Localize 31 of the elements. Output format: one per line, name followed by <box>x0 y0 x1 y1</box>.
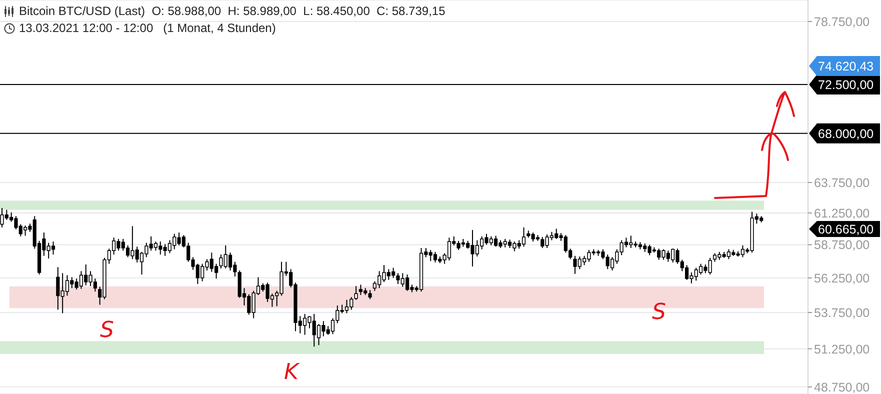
candlestick <box>154 241 158 252</box>
ref-line-label: 72.500,00 <box>818 78 874 92</box>
y-tick-label: 63.750,00 <box>814 176 870 190</box>
candlestick <box>65 274 70 296</box>
annotation: S <box>100 318 114 343</box>
y-tick-label: 61.250,00 <box>814 206 870 220</box>
annotation: K <box>284 360 298 385</box>
text: 60.665,00 <box>818 222 874 236</box>
y-tick-label: 58.750,00 <box>814 238 870 252</box>
candlestick <box>433 251 438 263</box>
candlestick <box>354 286 358 300</box>
chart-title: Bitcoin BTC/USD (Last) O: 58.988,00 H: 58.989,00 L: 58.450,00 C: 58.739,15 <box>19 3 446 20</box>
ref-line-label: 68.000,00 <box>818 126 874 141</box>
y-tick-label: 51.250,00 <box>814 342 870 356</box>
annotation: S <box>652 300 666 325</box>
y-tick-label: 53.750,00 <box>814 306 870 320</box>
candlestick <box>344 299 349 314</box>
candlestick <box>51 241 56 256</box>
candlestick <box>316 323 321 346</box>
candlestick <box>126 244 130 258</box>
candlestick <box>228 252 232 271</box>
candlestick <box>726 248 731 260</box>
y-tick-label: 78.750,00 <box>814 14 870 29</box>
y-tick-label: 56.250,00 <box>814 271 870 286</box>
text: 74.620,43 <box>818 60 874 74</box>
text: 13.03.2021 12:00 - 12:00 (1 Monat, 4 Stunden) <box>19 20 276 37</box>
y-tick-label: 48.750,00 <box>814 380 870 394</box>
candlestick <box>358 284 363 296</box>
candlestick <box>522 226 526 248</box>
candlestick <box>447 237 452 261</box>
candlestick <box>698 263 703 275</box>
